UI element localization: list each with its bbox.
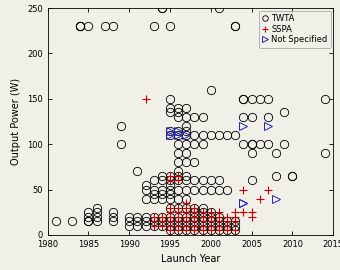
X-axis label: Launch Year: Launch Year (161, 254, 220, 264)
Legend: TWTA, SSPA, Not Specified: TWTA, SSPA, Not Specified (259, 11, 331, 48)
Y-axis label: Output Power (W): Output Power (W) (12, 78, 21, 165)
